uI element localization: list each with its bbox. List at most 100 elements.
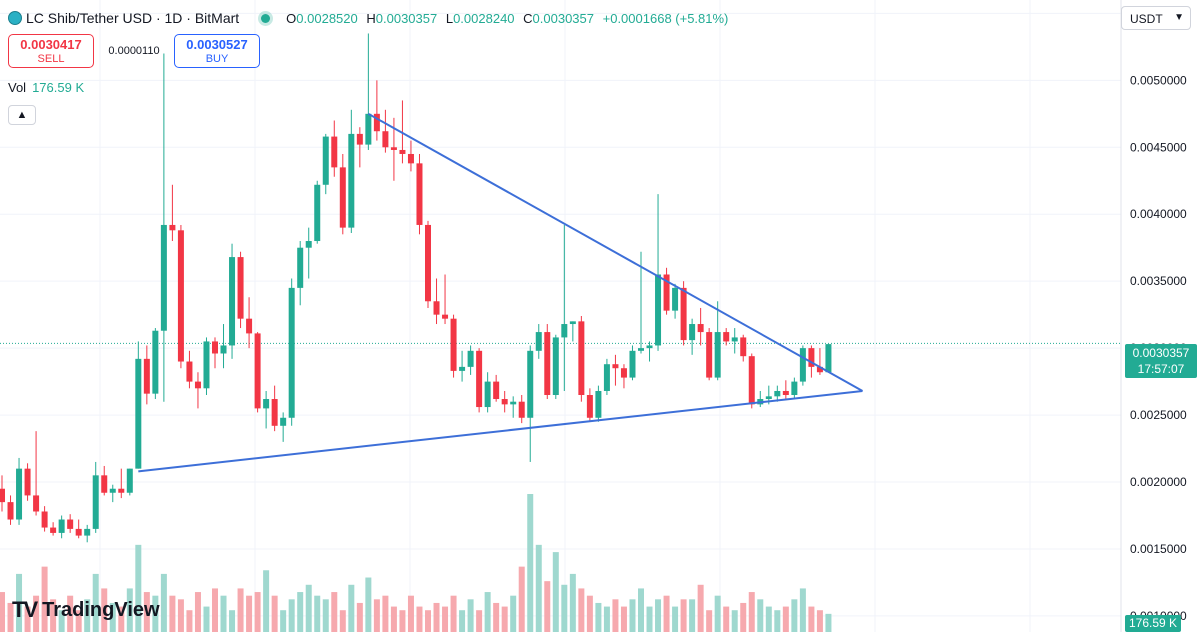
- collapse-legend-button[interactable]: ▲: [8, 105, 36, 125]
- volume-bar: [101, 588, 108, 632]
- volume-bar: [620, 606, 627, 632]
- y-tick-label: 0.0045000: [1130, 140, 1187, 154]
- y-tick-label: 0.0020000: [1130, 475, 1187, 489]
- volume-bar: [459, 610, 466, 632]
- candle: [101, 465, 108, 496]
- volume-bar: [484, 592, 491, 632]
- candle: [7, 495, 14, 525]
- volume-value: 176.59 K: [32, 80, 85, 95]
- volume-bar: [271, 595, 278, 632]
- candle: [331, 120, 338, 177]
- volume-bar: [297, 592, 304, 632]
- volume-bar: [7, 602, 14, 632]
- candle-body: [544, 332, 551, 395]
- volume-bar: [723, 606, 730, 632]
- candle: [527, 345, 534, 462]
- volume-bar: [126, 588, 133, 632]
- candle: [425, 220, 431, 308]
- close-value: 0.0030357: [532, 10, 594, 26]
- candle-body: [331, 136, 338, 168]
- candle: [186, 350, 193, 389]
- volume-bar: [407, 595, 414, 632]
- candle: [246, 297, 253, 349]
- volume-bar: [748, 592, 755, 632]
- candle-body: [442, 314, 449, 319]
- candle-body: [620, 368, 627, 378]
- volume-bar: [416, 606, 423, 632]
- candle: [689, 318, 696, 355]
- volume-bar: [305, 584, 312, 632]
- volume-bar: [578, 588, 585, 632]
- candle-body: [101, 475, 108, 493]
- candle: [75, 519, 82, 539]
- trendline-upper[interactable]: [367, 112, 864, 392]
- volume-legend: Vol 176.59 K: [8, 80, 84, 95]
- candle: [731, 328, 738, 354]
- candle: [382, 109, 389, 153]
- candle-body: [484, 381, 491, 408]
- candle-body: [109, 488, 116, 493]
- currency-select[interactable]: USDT ▼: [1121, 6, 1191, 30]
- symbol-title[interactable]: LC Shib/Tether USD · 1D · BitMart: [26, 10, 240, 26]
- candle-body: [748, 356, 755, 405]
- volume-bar: [697, 584, 704, 632]
- volume-bar: [348, 584, 355, 632]
- volume-bar: [655, 599, 662, 632]
- volume-bar: [586, 595, 593, 632]
- candle-body: [203, 341, 210, 389]
- volume-bar: [493, 602, 500, 632]
- candle-body: [569, 321, 576, 325]
- candle: [774, 385, 781, 402]
- candle-body: [7, 502, 14, 520]
- volume-bar: [356, 602, 363, 632]
- volume-bar: [646, 606, 653, 632]
- candle-body: [41, 511, 48, 528]
- volume-bar: [203, 606, 210, 632]
- volume-bar: [791, 599, 798, 632]
- last-volume-tag: 176.59 K: [1125, 615, 1181, 632]
- candle: [706, 328, 713, 381]
- volume-bar: [220, 595, 227, 632]
- candle-body: [501, 399, 508, 405]
- bar-countdown: 17:57:07: [1137, 362, 1185, 376]
- volume-bar: [816, 610, 823, 632]
- lc-shib-logo-icon: [8, 11, 22, 25]
- candle-body: [816, 366, 823, 373]
- candle: [467, 345, 474, 375]
- volume-bar: [535, 544, 542, 632]
- volume-bar: [229, 610, 236, 632]
- candle-body: [595, 390, 602, 418]
- candle: [714, 301, 721, 381]
- candle: [58, 515, 65, 539]
- candle-body: [603, 364, 610, 391]
- candle: [757, 390, 764, 408]
- candle-body: [220, 345, 227, 354]
- volume-bar: [169, 595, 176, 632]
- candle-body: [305, 241, 312, 248]
- candle: [493, 374, 500, 402]
- volume-bar: [399, 610, 406, 632]
- candle-body: [288, 287, 295, 418]
- volume-bar: [331, 592, 338, 632]
- caret-down-icon: ▼: [1174, 12, 1184, 23]
- volume-bar: [288, 599, 295, 632]
- volume-bar: [527, 494, 534, 632]
- candle: [322, 133, 329, 195]
- candle: [680, 281, 687, 346]
- candle-body: [263, 399, 270, 409]
- trendline-lower[interactable]: [138, 389, 863, 473]
- volume-bar: [0, 592, 5, 632]
- volume-bar: [561, 584, 568, 632]
- buy-button[interactable]: 0.0030527 BUY: [174, 34, 260, 68]
- volume-bar: [680, 599, 687, 632]
- volume-bar: [390, 606, 397, 632]
- tradingview-logo[interactable]: TV TradingView: [12, 597, 160, 623]
- candle-body: [825, 344, 832, 373]
- candle-body: [126, 468, 133, 493]
- volume-bar: [160, 573, 167, 632]
- sell-button[interactable]: 0.0030417 SELL: [8, 34, 94, 68]
- volume-bar: [612, 599, 619, 632]
- volume-bar: [510, 595, 517, 632]
- volume-bar: [825, 613, 832, 632]
